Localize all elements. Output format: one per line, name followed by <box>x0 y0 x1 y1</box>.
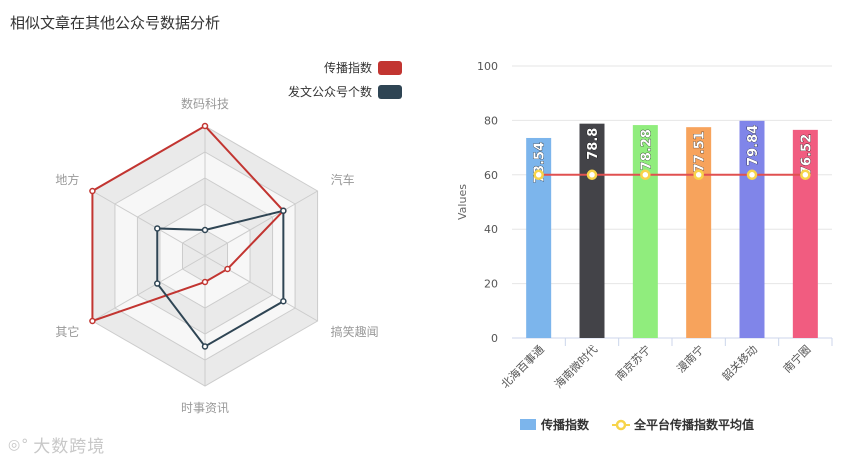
reference-marker <box>800 169 811 181</box>
radar-point <box>201 278 209 286</box>
radar-axis-line <box>204 190 318 257</box>
radar-point <box>154 225 161 232</box>
bar <box>686 127 712 339</box>
bar-value-label: 78.28 <box>639 129 654 170</box>
radar-legend-swatch <box>378 61 402 75</box>
y-tick-label: 20 <box>484 278 498 291</box>
bar <box>792 129 818 338</box>
radar-point <box>89 187 96 195</box>
page-title: 相似文章在其他公众号数据分析 <box>10 14 221 32</box>
radar-point <box>280 297 287 305</box>
bar <box>739 120 765 338</box>
bar-value-label: 77.51 <box>693 131 708 172</box>
y-tick-label: 40 <box>484 223 498 236</box>
watermark-logo-icon: ◎° <box>8 436 30 453</box>
y-tick-label: 60 <box>484 169 498 182</box>
radar-axis-line <box>204 255 318 322</box>
radar-point <box>280 207 287 215</box>
bar-value-label: 79.84 <box>746 125 761 166</box>
radar-indicator-label: 数码科技 <box>181 96 229 111</box>
radar-legend-swatch <box>378 85 402 99</box>
x-tick-label: 北海百事通 <box>498 342 547 391</box>
watermark: ◎° 大数跨境 <box>8 432 106 458</box>
reference-marker <box>586 169 598 181</box>
radar-legend-label: 传播指数 <box>324 60 372 75</box>
radar-indicator-label: 搞笑趣闻 <box>331 324 379 339</box>
bar <box>632 125 658 338</box>
radar-point <box>89 317 96 325</box>
line-legend-label: 全平台传播指数平均值 <box>633 417 754 432</box>
bar-legend-swatch <box>520 419 536 430</box>
y-axis-title: Values <box>456 184 469 220</box>
bar-value-label: 78.8 <box>586 128 601 160</box>
radar-point <box>201 122 209 130</box>
radar-axis-line <box>92 190 206 257</box>
radar-indicator-label: 地方 <box>55 172 79 187</box>
x-tick-label: 南宁圈 <box>780 342 813 375</box>
x-tick-label: 韶关移动 <box>719 342 760 383</box>
radar-point <box>224 265 231 273</box>
radar-indicator-label: 其它 <box>55 324 79 339</box>
radar-legend-label: 发文公众号个数 <box>288 84 372 99</box>
bar <box>579 123 605 338</box>
radar-indicator-label: 汽车 <box>331 172 355 187</box>
reference-marker <box>693 169 704 181</box>
watermark-text: 大数跨境 <box>33 437 106 457</box>
reference-marker <box>640 169 651 181</box>
bar-legend-label: 传播指数 <box>540 417 590 432</box>
y-tick-label: 0 <box>491 332 498 345</box>
bar-value-label: 76.52 <box>799 134 814 175</box>
reference-marker <box>533 169 544 181</box>
x-tick-label: 海南微时代 <box>551 342 600 391</box>
radar-point <box>201 226 209 234</box>
y-tick-label: 80 <box>484 114 498 127</box>
radar-indicator-label: 时事资讯 <box>181 401 229 415</box>
radar-point <box>201 343 209 350</box>
y-tick-label: 100 <box>477 60 498 73</box>
line-legend-marker <box>615 419 627 431</box>
radar-point <box>154 280 161 287</box>
x-tick-label: 南京苏宁 <box>612 342 653 383</box>
reference-marker <box>746 169 758 181</box>
x-tick-label: 漫南宁 <box>674 342 707 375</box>
radar-axis-line <box>92 255 206 322</box>
